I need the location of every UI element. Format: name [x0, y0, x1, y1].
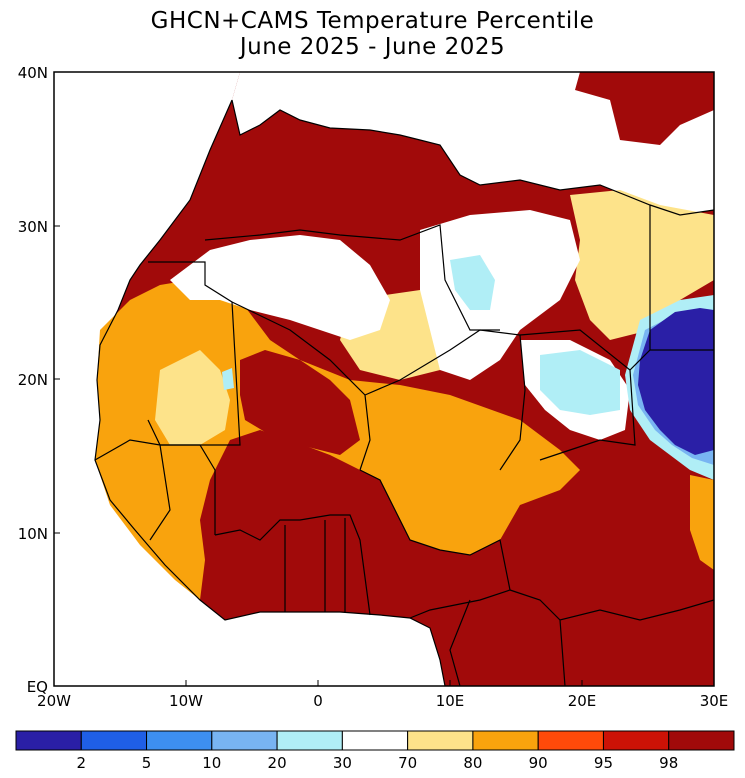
- legend-label: 98: [659, 754, 678, 772]
- legend-label: 30: [333, 754, 352, 772]
- legend-swatch: [537, 730, 604, 751]
- legend-label: 80: [463, 754, 482, 772]
- lon-label-20e: 20E: [568, 692, 597, 710]
- yellow-zone-east: [570, 190, 714, 340]
- color-legend: 2 5 10 20 30 70 80 90 95 98: [15, 730, 735, 772]
- legend-label: 5: [142, 754, 152, 772]
- yellow-zone-west: [155, 350, 230, 445]
- latitude-axis: [54, 71, 60, 687]
- lat-label-30n: 30N: [18, 218, 48, 236]
- country-boundaries: [94, 99, 714, 686]
- legend-swatch: [407, 730, 474, 751]
- atlantic-ocean: [54, 72, 445, 686]
- lon-label-10w: 10W: [169, 692, 203, 710]
- legend-label: 20: [268, 754, 287, 772]
- coastal-states-borders: [214, 514, 371, 616]
- west-africa-coastline: [94, 99, 446, 686]
- sahara-normal-zone: [170, 235, 390, 340]
- legend-swatch: [80, 730, 148, 751]
- legend-label: 70: [398, 754, 417, 772]
- lon-label-20w: 20W: [37, 692, 71, 710]
- legend-label: 10: [202, 754, 221, 772]
- lat-label-20n: 20N: [18, 371, 48, 389]
- legend-swatch: [276, 730, 343, 751]
- orange-zone-sudan-edge: [690, 475, 714, 570]
- central-africa-borders: [449, 589, 714, 686]
- legend-swatch: [341, 730, 409, 751]
- mediterranean-sea: [232, 72, 714, 215]
- legend-label: 95: [594, 754, 613, 772]
- cold-zone-extreme: [638, 308, 714, 455]
- legend-swatch: [211, 730, 278, 751]
- mali-hot-spot: [240, 350, 360, 455]
- legend-label: 2: [76, 754, 86, 772]
- legend-swatch: [15, 730, 82, 751]
- central-normal-zone: [420, 210, 580, 380]
- lat-label-40n: 40N: [18, 64, 48, 82]
- chad-border: [519, 329, 636, 461]
- cool-zone-chad: [540, 350, 620, 415]
- legend-label: 90: [529, 754, 548, 772]
- niger-border: [364, 329, 526, 471]
- legend-swatch: [146, 730, 213, 751]
- lon-label-10e: 10E: [436, 692, 465, 710]
- map-subtitle: June 2025 - June 2025: [239, 34, 506, 60]
- cool-zone-libya: [450, 255, 495, 310]
- mali-border: [231, 301, 371, 471]
- lon-label-30e: 30E: [700, 692, 729, 710]
- map-title: GHCN+CAMS Temperature Percentile: [150, 8, 595, 34]
- lon-label-0: 0: [313, 692, 323, 710]
- legend-swatch: [602, 730, 670, 751]
- sahel-borders: [94, 439, 216, 541]
- nigeria-border: [359, 469, 511, 619]
- legend-swatch: [472, 730, 539, 751]
- cool-zone-mali: [222, 368, 234, 390]
- algeria-border: [204, 224, 500, 331]
- legend-swatch: [668, 730, 735, 751]
- percentile-field: [54, 72, 714, 686]
- longitude-axis: [53, 680, 715, 686]
- north-africa-coastline: [231, 99, 714, 216]
- lat-label-10n: 10N: [18, 525, 48, 543]
- lat-label-eq: EQ: [27, 678, 48, 696]
